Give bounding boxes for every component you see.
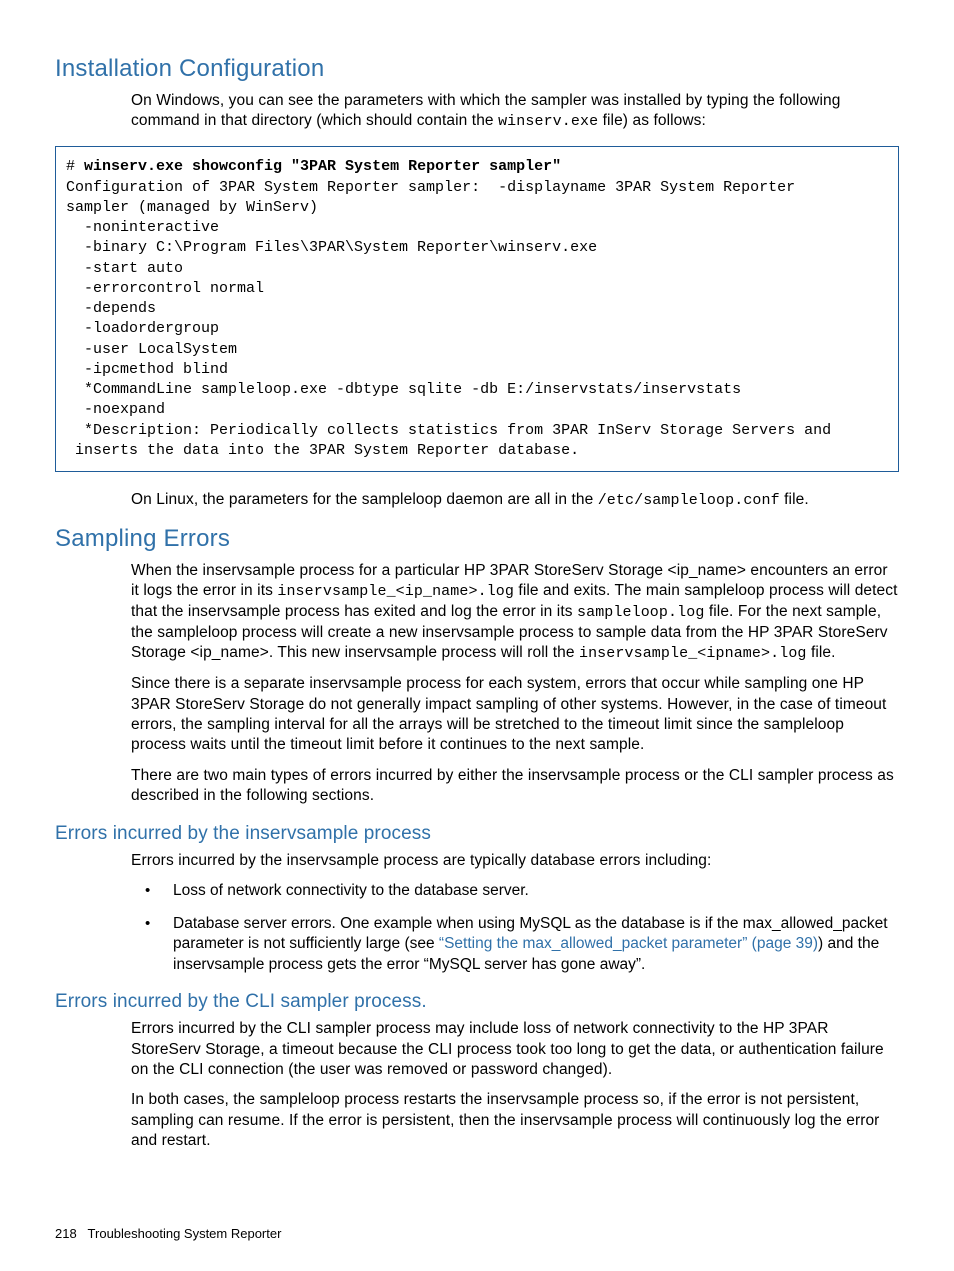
paragraph: Since there is a separate inservsample p…: [131, 674, 899, 756]
heading-installation-configuration: Installation Configuration: [55, 55, 899, 83]
paragraph: Errors incurred by the CLI sampler proce…: [131, 1019, 899, 1080]
paragraph: On Windows, you can see the parameters w…: [131, 91, 899, 132]
section-body: Errors incurred by the CLI sampler proce…: [131, 1019, 899, 1152]
page-footer: 218 Troubleshooting System Reporter: [55, 1226, 281, 1241]
paragraph: In both cases, the sampleloop process re…: [131, 1090, 899, 1151]
footer-title: Troubleshooting System Reporter: [88, 1226, 282, 1241]
link-max-allowed-packet[interactable]: “Setting the max_allowed_packet paramete…: [439, 935, 818, 952]
text-run: file) as follows:: [598, 112, 706, 129]
inline-code: inservsample_<ipname>.log: [579, 645, 807, 662]
inline-code: sampleloop.log: [577, 604, 704, 621]
list-item: Loss of network connectivity to the data…: [131, 881, 899, 901]
paragraph: There are two main types of errors incur…: [131, 766, 899, 807]
text-run: On Linux, the parameters for the samplel…: [131, 491, 598, 508]
text-run: On Windows, you can see the parameters w…: [131, 92, 840, 129]
code-prompt: #: [66, 158, 84, 175]
paragraph: When the inservsample process for a part…: [131, 561, 899, 664]
heading-sampling-errors: Sampling Errors: [55, 525, 899, 553]
heading-errors-cli-sampler: Errors incurred by the CLI sampler proce…: [55, 991, 899, 1013]
paragraph: Errors incurred by the inservsample proc…: [131, 851, 899, 871]
section-body: On Windows, you can see the parameters w…: [131, 91, 899, 132]
inline-code: inservsample_<ip_name>.log: [277, 583, 514, 600]
inline-code: /etc/sampleloop.conf: [598, 492, 780, 509]
paragraph: On Linux, the parameters for the samplel…: [131, 490, 899, 511]
code-command: winserv.exe showconfig "3PAR System Repo…: [84, 158, 561, 175]
page: Installation Configuration On Windows, y…: [0, 0, 954, 1271]
heading-errors-inservsample: Errors incurred by the inservsample proc…: [55, 823, 899, 845]
code-output: Configuration of 3PAR System Reporter sa…: [66, 179, 831, 459]
text-run: file.: [780, 491, 809, 508]
page-number: 218: [55, 1226, 77, 1241]
code-block: # winserv.exe showconfig "3PAR System Re…: [55, 146, 899, 472]
text-run: file.: [807, 644, 836, 661]
bullet-list: Loss of network connectivity to the data…: [131, 881, 899, 975]
inline-code: winserv.exe: [498, 113, 598, 130]
section-body: Errors incurred by the inservsample proc…: [131, 851, 899, 975]
section-body: On Linux, the parameters for the samplel…: [131, 490, 899, 511]
section-body: When the inservsample process for a part…: [131, 561, 899, 807]
list-item: Database server errors. One example when…: [131, 914, 899, 975]
